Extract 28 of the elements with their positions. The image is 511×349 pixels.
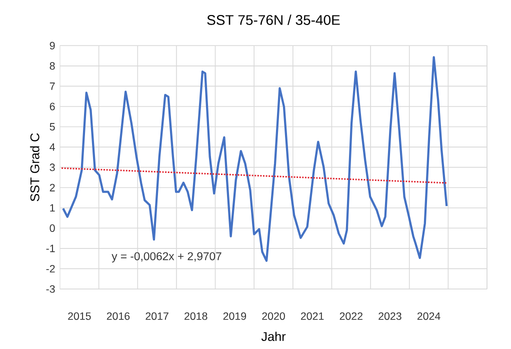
chart-title: SST 75-76N / 35-40E	[207, 14, 340, 25]
x-tick-label: 2019	[223, 312, 246, 320]
x-tick-label: 2021	[301, 312, 324, 320]
annotation: y = -0,0062x + 2,9707	[112, 252, 222, 262]
y-tick-label: 1	[50, 204, 55, 212]
y-tick-label: -3	[46, 285, 55, 293]
y-tick-label: 4	[50, 143, 55, 151]
y-tick-label: -2	[46, 264, 55, 272]
y-tick-label: 8	[50, 62, 55, 70]
x-tick-label: 2016	[106, 312, 130, 320]
y-tick-label: 3	[50, 164, 55, 172]
x-tick-label: 2023	[378, 312, 402, 320]
x-tick-label: 2020	[262, 312, 285, 320]
y-tick-label: 0	[50, 224, 55, 232]
y-tick-label: 9	[50, 42, 55, 50]
y-axis-title: SST Grad C	[30, 133, 40, 202]
x-tick-label: 2018	[184, 312, 208, 320]
x-tick-label: 2015	[68, 312, 91, 320]
line-series	[62, 56, 448, 262]
x-tick-label: 2017	[146, 312, 168, 320]
y-tick-label: 7	[50, 82, 55, 90]
x-tick-label: 2022	[340, 312, 362, 320]
y-tick-label: 6	[50, 102, 55, 110]
y-tick-label: 2	[50, 184, 55, 192]
y-tick-label: -1	[46, 244, 55, 252]
x-axis-title: Jahr	[261, 332, 286, 342]
y-tick-label: 5	[50, 123, 55, 130]
x-tick-label: 2024	[417, 312, 440, 320]
